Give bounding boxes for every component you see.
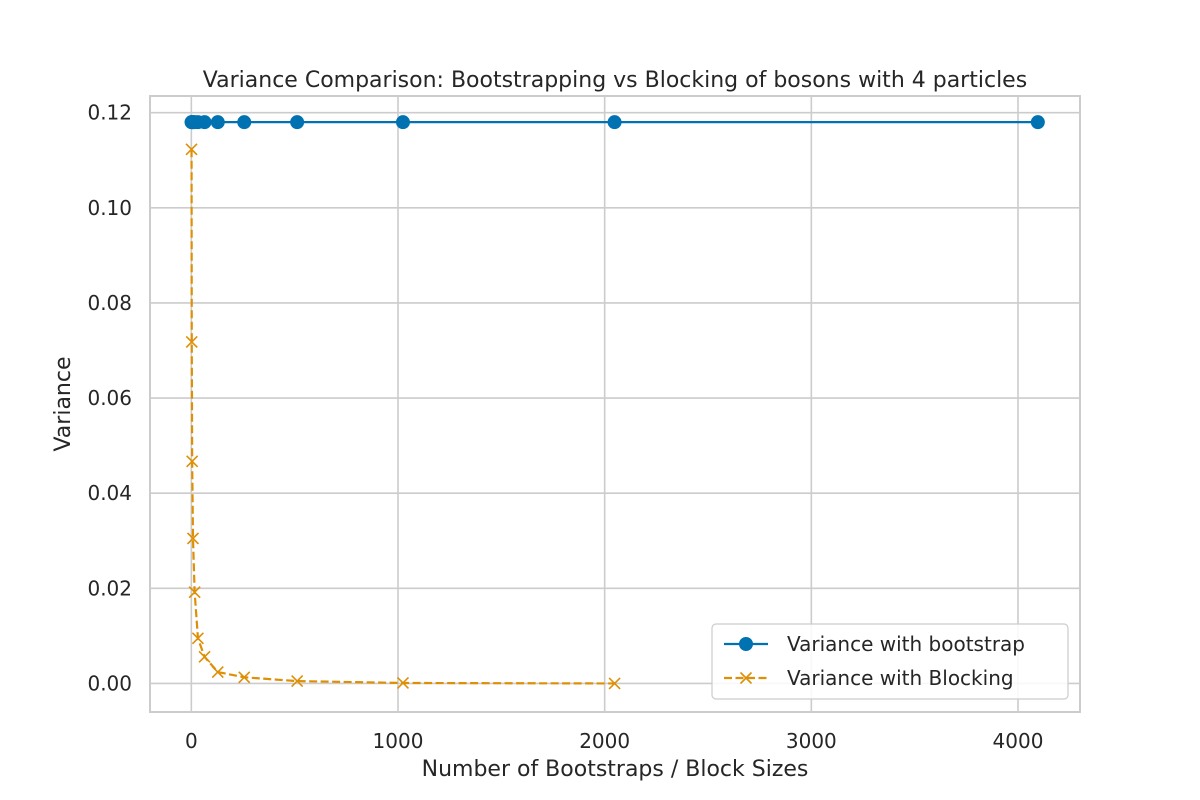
data-point-blocking-stroke (185, 143, 198, 156)
data-point-blocking (608, 677, 621, 690)
y-tick-label: 0.06 (87, 386, 132, 410)
data-point-bootstrap (290, 115, 305, 130)
data-point-blocking (188, 586, 201, 599)
data-point-blocking-stroke (396, 676, 410, 690)
data-point-blocking-stroke (211, 665, 224, 679)
y-tick-label: 0.02 (87, 576, 132, 600)
series-line-blocking (190, 149, 615, 685)
series-layer (184, 115, 1045, 690)
data-point-blocking (198, 650, 211, 663)
y-tick-label: 0.00 (87, 671, 132, 695)
data-point-blocking-stroke (608, 677, 621, 690)
legend-marker-blocking (739, 671, 753, 685)
data-point-blocking (186, 532, 200, 545)
data-point-blocking-stroke (198, 650, 211, 663)
data-point-bootstrap (237, 115, 252, 130)
legend-label-blocking: Variance with Blocking (787, 666, 1014, 690)
legend-sample-bootstrap (724, 637, 768, 651)
data-point-blocking-stroke (186, 455, 199, 468)
chart-title: Variance Comparison: Bootstrapping vs Bl… (203, 68, 1027, 93)
data-point-blocking-stroke (191, 632, 205, 645)
x-tick-label: 4000 (993, 729, 1044, 753)
legend-marker-bootstrap (739, 637, 753, 651)
y-tick-label: 0.10 (87, 196, 132, 220)
plot-frame (149, 95, 1081, 713)
data-point-blocking (191, 632, 205, 645)
x-tick-label: 1000 (373, 729, 424, 753)
data-point-blocking (291, 675, 304, 688)
data-point-blocking (211, 665, 224, 679)
data-point-blocking (396, 676, 410, 690)
legend: Variance with bootstrap Variance with Bl… (711, 623, 1069, 700)
y-tick-label: 0.12 (87, 101, 132, 125)
x-tick-label: 3000 (786, 729, 837, 753)
legend-box (711, 623, 1069, 700)
grid-lines (150, 96, 1080, 712)
data-point-bootstrap (395, 115, 410, 130)
data-point-blocking (185, 335, 198, 348)
x-axis-label: Number of Bootstraps / Block Sizes (422, 757, 809, 782)
data-point-blocking-stroke (238, 671, 251, 684)
x-tick-label: 2000 (579, 729, 630, 753)
data-point-blocking-stroke (185, 335, 198, 348)
legend-sample-blocking (724, 671, 768, 685)
data-point-bootstrap (197, 115, 212, 130)
data-point-bootstrap (210, 115, 225, 130)
legend-label-bootstrap: Variance with bootstrap (787, 632, 1025, 656)
data-point-blocking-stroke (291, 675, 304, 688)
data-point-blocking (238, 671, 251, 684)
data-point-blocking-stroke (186, 532, 200, 545)
tick-labels: 0 1000 2000 3000 4000 0.00 0.02 0.04 0.06 0.08 0.1… (87, 101, 1043, 753)
data-point-blocking (186, 455, 199, 468)
y-tick-label: 0.08 (87, 291, 132, 315)
y-tick-label: 0.04 (87, 481, 132, 505)
legend-marker-blocking-stroke (739, 671, 753, 685)
data-point-bootstrap (607, 115, 622, 130)
data-point-blocking-stroke (188, 586, 201, 599)
x-tick-label: 0 (185, 729, 198, 753)
data-point-blocking (185, 143, 198, 156)
y-axis-label: Variance (51, 356, 76, 451)
data-point-bootstrap (1030, 115, 1045, 130)
